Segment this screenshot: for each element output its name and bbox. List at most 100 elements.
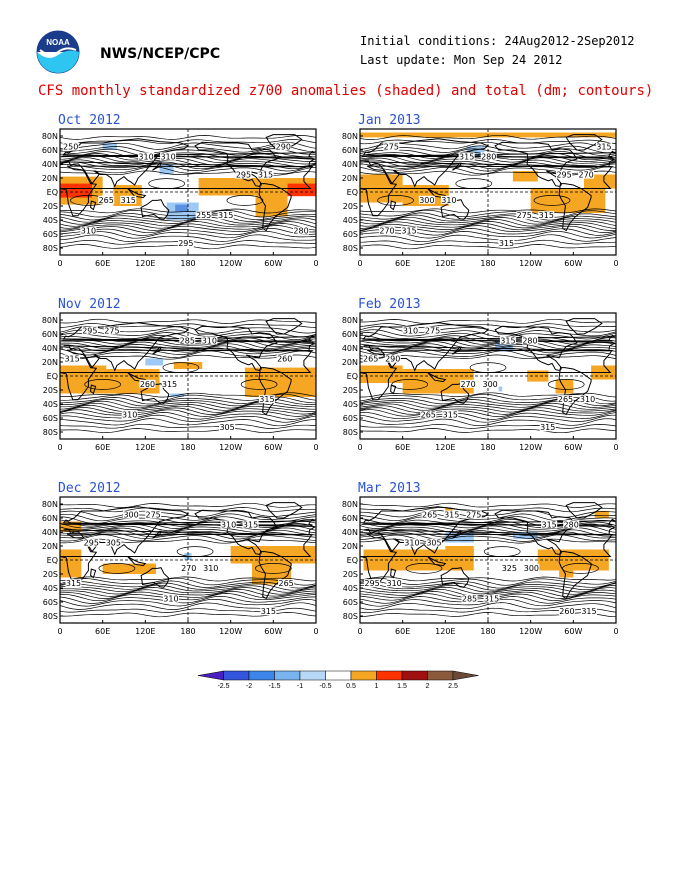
contour-label: 310 [203,564,218,573]
contour-line [176,546,214,557]
anomaly-shading [559,570,574,578]
contour-label-bg [556,170,573,179]
org-name: NWS/NCEP/CPC [100,46,221,62]
contour-label: 300 [123,511,138,520]
contour-label: 310 [404,539,419,548]
lon-tick-label: 60E [395,259,410,268]
coastline [427,556,447,567]
contour-line [60,502,316,508]
panel-title: Mar 2013 [358,481,421,496]
lat-tick-label: 40N [342,528,358,537]
lat-tick-label: 20N [342,358,358,367]
coastline [62,322,316,372]
contour-label-bg [418,195,435,204]
contour-label-bg [162,594,179,603]
contour-label: 310 [163,595,178,604]
contour-label: 260 [559,607,574,616]
lat-tick-label: 60S [343,230,358,239]
coastline [452,162,462,171]
contour-label-bg [362,354,379,363]
lon-tick-label: 120W [219,259,242,268]
contour-label: 275 [384,143,399,152]
contour-label: 315 [258,171,273,180]
lat-tick-label: 40S [343,400,358,409]
contour-label: 275 [104,327,119,336]
lat-tick-label: 80S [43,612,58,621]
contour-label-bg [386,579,403,588]
contour-line [240,379,278,390]
contour-label: 315 [401,227,416,236]
contour-label: 260 [140,380,155,389]
contour-label: 310 [160,152,175,161]
contour-label: 265 [99,196,114,205]
contour-line [226,195,264,206]
contour-line [455,178,493,189]
contour-label: 285 [180,336,195,345]
anomaly-shading [102,563,156,574]
colorbar-segment [299,670,326,681]
contour-line [59,412,317,420]
lat-tick-label: EQ [47,372,58,381]
contour-label-bg [220,520,237,529]
anomaly-shading [512,171,538,182]
contour-label-bg [177,239,194,248]
lon-tick-label: 120W [519,627,542,636]
anomaly-shading [445,546,474,560]
contour-label: 315 [539,211,554,220]
contour-label-bg [499,336,516,345]
contour-label: 310 [580,395,595,404]
contour-label-bg [202,563,219,572]
contour-line [359,509,617,518]
contour-label: 280 [522,336,537,345]
lat-tick-label: EQ [347,372,358,381]
contour-label: 315 [162,380,177,389]
coastline [61,150,317,158]
contour-label-bg [138,152,155,161]
contour-line [148,178,186,189]
colorbar-label: 1 [375,683,379,690]
lat-tick-label: 80N [42,316,58,325]
lon-tick-label: 180 [480,259,495,268]
contour-line [359,402,617,411]
colorbar-svg: -2.5 -2 -1.5 -1 -0.5 0.5 1 1.5 2 2.5 [197,670,479,690]
contour-label-bg [595,142,612,151]
lat-tick-label: 80N [42,500,58,509]
anomaly-shading [594,511,609,518]
lon-tick-label: 120E [435,627,455,636]
lon-tick-label: 0 [313,259,318,268]
map-panel-1: Jan 2013 80N 60N 40N 20N EQ 20S 40S 60S 80S 0 60E 12… [342,113,619,268]
contour-label: 315 [459,152,474,161]
coastline [361,150,617,158]
contour-label-bg [64,354,81,363]
colorbar-label: 0.5 [346,683,356,690]
coastlines [359,502,617,600]
anomaly-shading [60,549,82,578]
contour-label-bg [442,410,459,419]
contour-line [533,195,571,206]
contour-label-bg [275,142,292,151]
map-panel-0: Oct 2012 80N 60N 40N 20N EQ 20S 40S 60S 80S 0 60E 12… [42,113,319,268]
colorbar-segment [376,670,403,681]
contour-label: 310 [441,196,456,205]
contour-line [405,563,443,574]
contour-label-bg [65,579,82,588]
contour-label: 265 [363,355,378,364]
contour-label-bg [383,142,400,151]
anomaly-shading [466,146,485,157]
contour-label-bg [424,326,441,335]
lat-tick-label: 20S [343,570,358,579]
lon-tick-label: 120W [519,259,542,268]
contour-label: 280 [481,152,496,161]
colorbar-segment [274,670,301,681]
contour-label: 265 [558,395,573,404]
coastline [90,200,97,211]
coastline [452,346,462,355]
contour-label-bg [257,170,274,179]
contour-label: 275 [466,511,481,520]
contour-line [59,414,317,423]
contour-label-bg [557,395,574,404]
lat-tick-label: 80N [42,132,58,141]
lat-tick-label: 80S [43,244,58,253]
anomaly-shading [230,546,316,564]
lat-tick-label: 60S [343,414,358,423]
